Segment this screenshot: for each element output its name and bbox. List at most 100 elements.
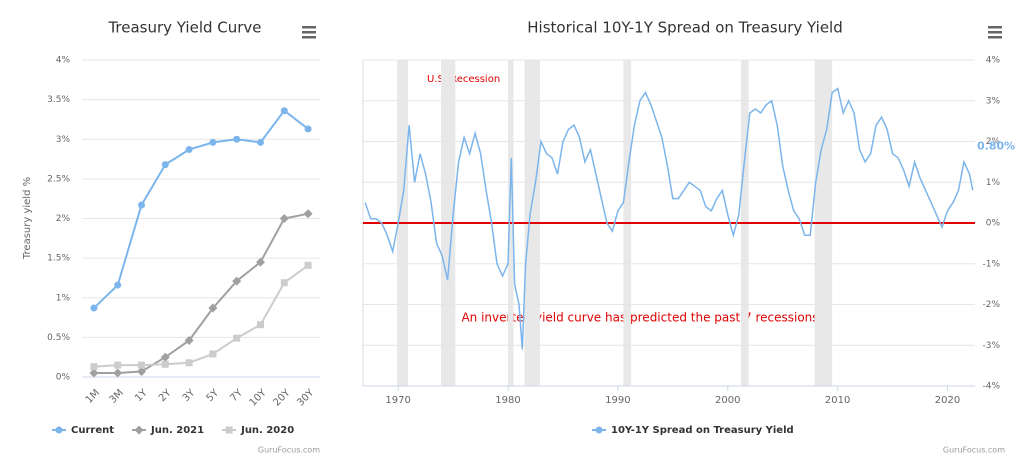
- y-tick-label: -1%: [982, 259, 1000, 269]
- point: [161, 161, 169, 169]
- annotation: An inverted yield curve has predicted th…: [461, 311, 818, 325]
- x-tick-label: 2Y: [157, 387, 174, 404]
- chart-title: Historical 10Y-1Y Spread on Treasury Yie…: [527, 19, 843, 37]
- y-tick-label: 0%: [56, 373, 71, 383]
- point: [233, 135, 241, 143]
- credits: GuruFocus.com: [943, 446, 1005, 455]
- chart-title: Treasury Yield Curve: [107, 19, 261, 37]
- menu-bar: [302, 31, 316, 34]
- recession-label: U.S. Recession: [427, 74, 500, 85]
- x-tick-label: 3M: [108, 387, 126, 405]
- x-tick-label: 7Y: [228, 387, 245, 404]
- menu-bar: [302, 36, 316, 39]
- legend-label: 10Y-1Y Spread on Treasury Yield: [611, 425, 794, 436]
- point: [160, 352, 170, 362]
- y-tick-label: 4%: [986, 56, 1001, 66]
- point: [304, 125, 312, 133]
- credits: GuruFocus.com: [258, 446, 320, 455]
- y-tick-label: 3%: [56, 135, 71, 145]
- series-line: [93, 212, 309, 374]
- point: [208, 303, 218, 313]
- y-tick-label: -3%: [982, 341, 1000, 351]
- point: [114, 361, 122, 369]
- legend-label: Jun. 2021: [150, 425, 204, 436]
- menu-bar: [988, 36, 1002, 39]
- legend-symbol: [595, 426, 603, 434]
- x-tick-label: 1980: [495, 395, 520, 406]
- point: [185, 146, 193, 154]
- point: [256, 257, 265, 267]
- point: [137, 366, 146, 376]
- point: [184, 336, 194, 346]
- legend-label: Current: [71, 425, 114, 436]
- x-tick-label: 20Y: [271, 387, 293, 409]
- menu-button[interactable]: [302, 26, 316, 39]
- x-tick-label: 1970: [385, 395, 410, 406]
- point: [280, 107, 288, 115]
- x-tick-label: 1Y: [133, 387, 150, 404]
- point: [304, 261, 312, 269]
- point: [225, 426, 233, 434]
- x-tick-label: 30Y: [295, 387, 317, 409]
- y-tick-label: 0%: [986, 219, 1001, 229]
- x-tick-label: 2000: [715, 395, 740, 406]
- plot: -4% -3% -2% -1% 0% 1% 2% 3% 4% 1970 1980 1990 2000 20…: [362, 56, 1015, 406]
- x-tick-label: 1M: [84, 387, 102, 405]
- menu-bar: [988, 26, 1002, 29]
- y-tick-label: 3%: [986, 96, 1001, 106]
- point: [113, 368, 123, 378]
- point: [55, 426, 63, 434]
- point: [257, 321, 264, 329]
- legend-label: Jun. 2020: [240, 425, 294, 436]
- point: [209, 350, 217, 358]
- point: [209, 138, 217, 146]
- y-tick-label: 1.5%: [47, 254, 70, 264]
- y-tick-label: 1%: [986, 178, 1001, 188]
- x-tick-label: 2020: [935, 395, 960, 406]
- y-tick-label: 2.5%: [47, 174, 70, 184]
- legend-item[interactable]: Jun. 2020: [222, 425, 294, 436]
- series-line: [364, 87, 974, 350]
- point: [280, 279, 288, 287]
- end-label: 0.80%: [977, 139, 1015, 152]
- point: [114, 281, 122, 289]
- y-axis-title: Treasury yield %: [22, 177, 33, 260]
- point: [161, 360, 169, 368]
- y-tick-label: -2%: [982, 300, 1000, 310]
- x-tick-label: 2010: [825, 395, 850, 406]
- legend-item[interactable]: 10Y-1Y Spread on Treasury Yield: [592, 425, 794, 436]
- point: [303, 209, 313, 219]
- menu-bar: [302, 26, 316, 29]
- series-line: [93, 109, 309, 309]
- y-tick-label: 4%: [56, 56, 71, 66]
- point: [257, 138, 264, 146]
- legend-item[interactable]: Jun. 2021: [132, 425, 204, 436]
- x-tick-label: 1990: [605, 395, 630, 406]
- point: [134, 425, 144, 435]
- x-tick-label: 10Y: [248, 387, 270, 409]
- y-tick-label: -4%: [982, 382, 1000, 392]
- series-line: [93, 264, 309, 368]
- y-tick-label: 1%: [56, 293, 71, 303]
- point: [138, 361, 145, 369]
- y-tick-label: 3.5%: [47, 95, 70, 105]
- point: [232, 276, 242, 286]
- point: [90, 304, 98, 312]
- plot: 0% 0.5% 1% 1.5% 2% 2.5% 3% 3.5% 4% 1M 3M 1Y 2Y 3Y 5Y 7Y…: [47, 56, 320, 409]
- y-tick-label: 0.5%: [47, 333, 70, 343]
- menu-button[interactable]: [988, 26, 1002, 39]
- point: [233, 334, 241, 342]
- y-tick-label: 2%: [986, 137, 1001, 147]
- point: [89, 368, 99, 378]
- point: [279, 214, 289, 223]
- point: [138, 201, 145, 209]
- menu-bar: [988, 31, 1002, 34]
- legend-item[interactable]: Current: [52, 425, 114, 436]
- point: [185, 359, 193, 367]
- x-tick-label: 3Y: [181, 387, 198, 404]
- y-tick-label: 2%: [56, 214, 71, 224]
- x-tick-label: 5Y: [205, 387, 222, 404]
- point: [90, 363, 98, 371]
